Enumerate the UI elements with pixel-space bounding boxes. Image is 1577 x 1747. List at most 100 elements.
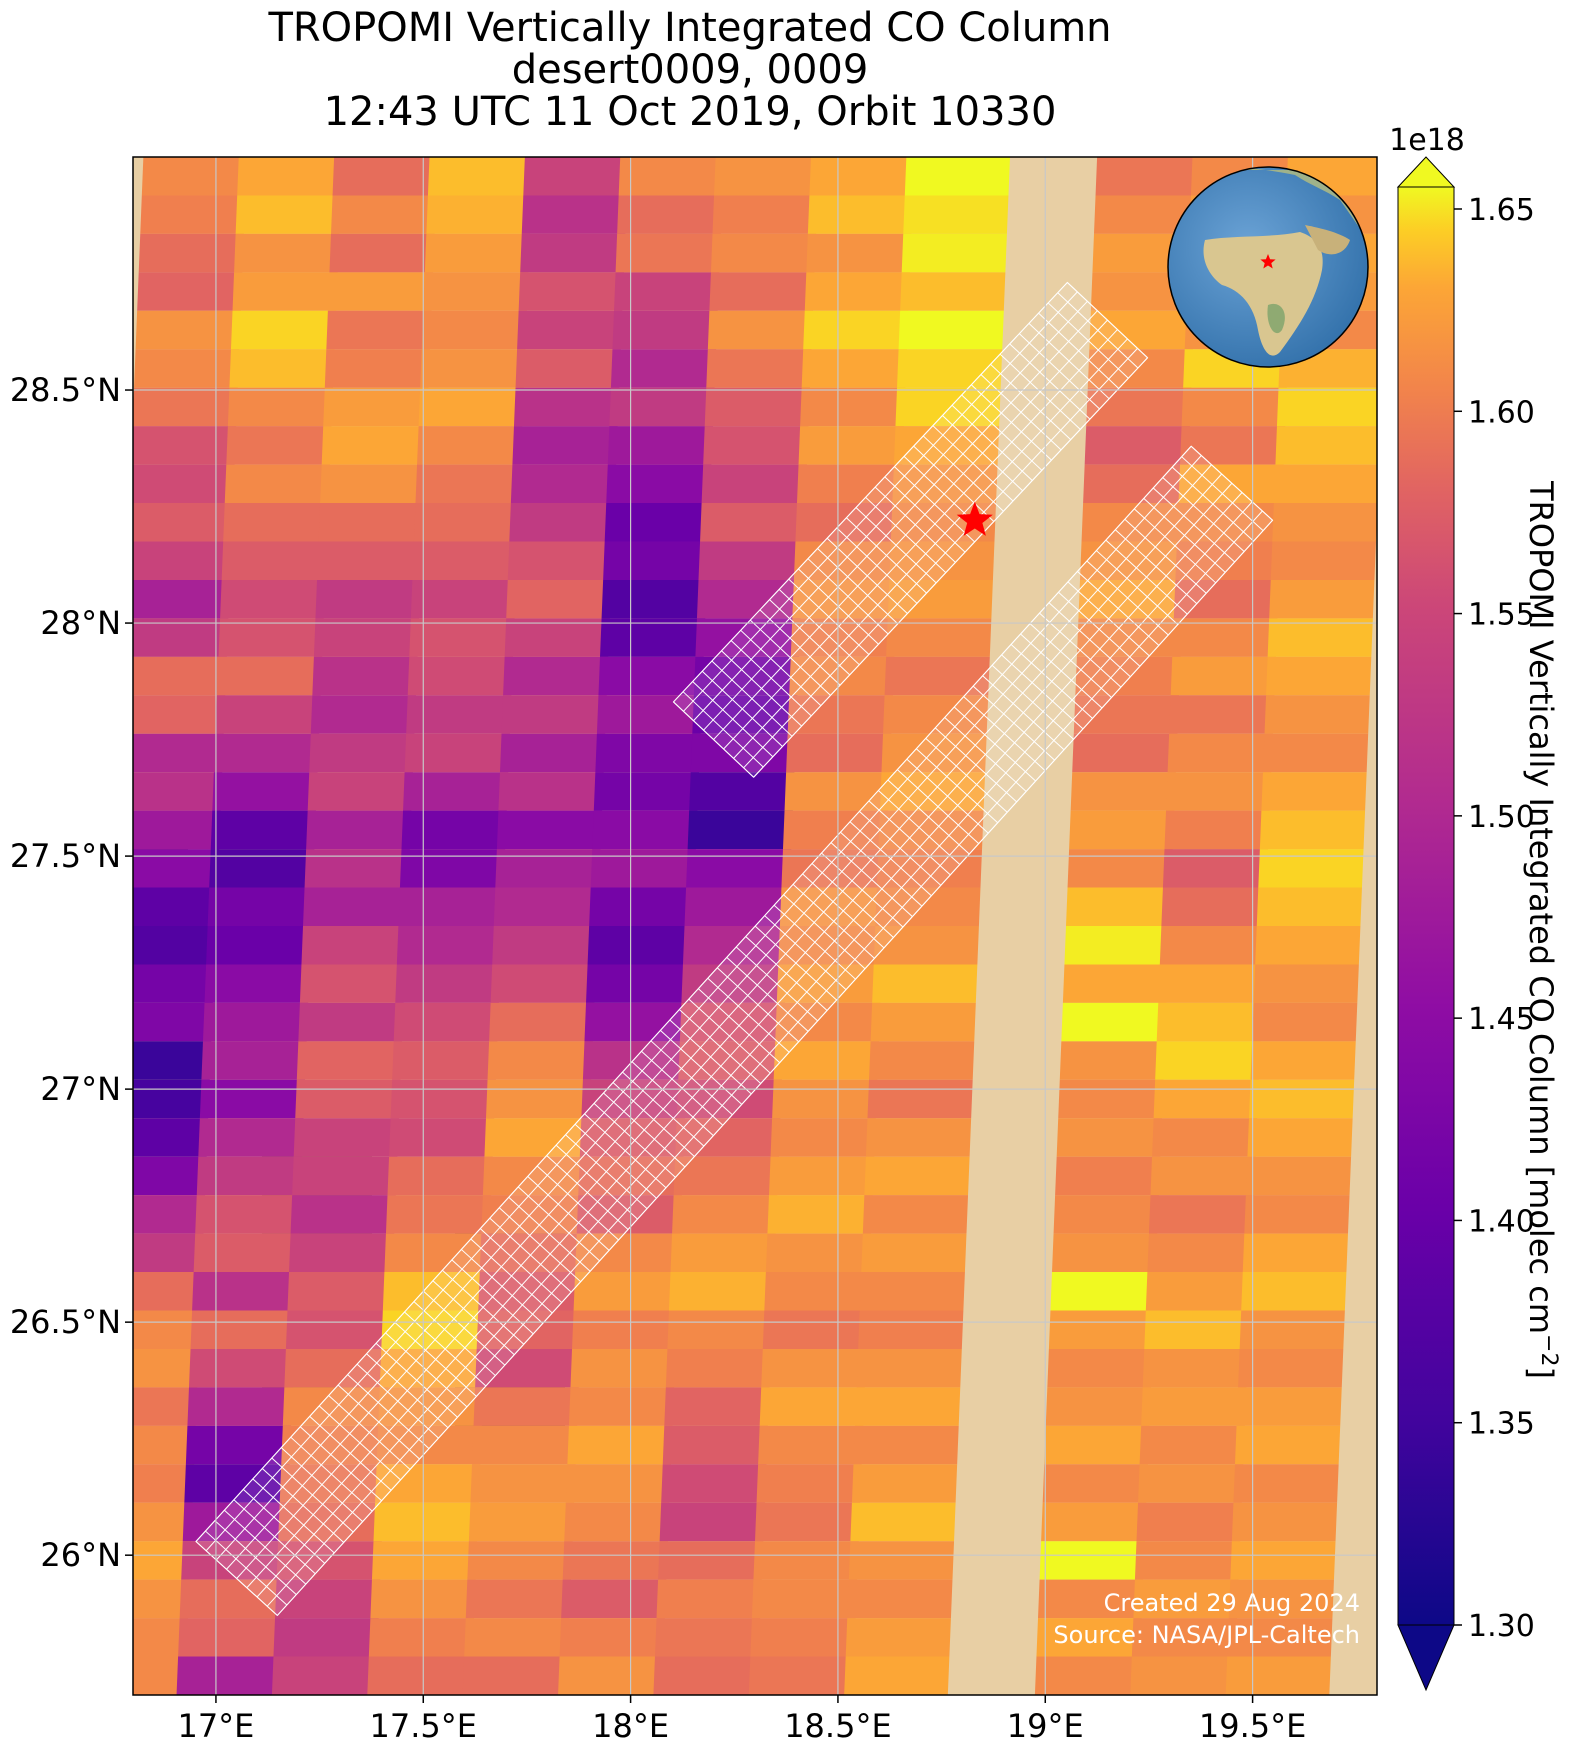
co-pixel-cell	[490, 964, 596, 1003]
co-pixel-cell	[1089, 310, 1195, 350]
colorbar-label-end: ]	[1522, 1366, 1560, 1378]
co-pixel-cell	[1147, 1233, 1253, 1273]
co-pixel-cell	[1055, 1156, 1161, 1196]
co-pixel-cell	[869, 1041, 975, 1080]
co-pixel-cell	[1044, 1425, 1150, 1465]
co-pixel-cell	[235, 195, 341, 234]
co-pixel-cell	[1034, 1656, 1141, 1695]
co-pixel-cell	[482, 1156, 589, 1196]
co-pixel-cell	[285, 1310, 392, 1349]
co-pixel-cell	[292, 1156, 398, 1196]
co-pixel-cell	[1067, 849, 1173, 888]
co-pixel-cell	[692, 695, 798, 734]
co-pixel-cell	[592, 810, 698, 850]
co-pixel-cell	[1155, 1041, 1261, 1080]
co-pixel-cell	[195, 1195, 301, 1234]
co-pixel-cell	[1069, 810, 1175, 850]
co-pixel-cell	[614, 272, 720, 311]
co-pixel-cell	[133, 1579, 190, 1619]
co-pixel-cell	[844, 1656, 950, 1695]
co-pixel-cell	[572, 1310, 678, 1349]
co-pixel-cell	[762, 1310, 868, 1349]
y-tick-label: 28°N	[40, 604, 121, 642]
co-pixel-cell	[298, 1002, 404, 1042]
co-pixel-cell	[135, 310, 241, 350]
co-pixel-cell	[872, 964, 978, 1003]
colorbar-tick-label: 1.40	[1468, 1204, 1535, 1239]
co-pixel-cell	[230, 310, 337, 350]
co-pixel-cell	[665, 1348, 772, 1388]
co-pixel-cell	[845, 1618, 951, 1657]
co-pixel-cell	[1181, 387, 1287, 427]
co-pixel-cell	[475, 1348, 581, 1388]
co-pixel-cell	[653, 1656, 759, 1695]
co-pixel-cell	[701, 464, 807, 504]
co-pixel-cell	[495, 849, 601, 888]
co-pixel-cell	[389, 1118, 495, 1157]
co-pixel-cell	[133, 1656, 187, 1695]
co-pixel-cell	[1276, 387, 1377, 427]
co-pixel-cell	[1273, 464, 1377, 504]
co-pixel-cell	[855, 1387, 961, 1426]
co-pixel-cell	[1139, 1425, 1245, 1465]
co-pixel-cell	[478, 1272, 584, 1311]
overpass-hatch-line	[683, 291, 1078, 712]
co-pixel-cell	[1130, 1656, 1236, 1695]
co-pixel-cell	[661, 1464, 767, 1503]
co-pixel-cell	[1176, 503, 1283, 542]
co-pixel-cell	[886, 618, 992, 657]
co-pixel-cell	[848, 1541, 955, 1580]
co-pixel-cell	[803, 310, 909, 350]
co-pixel-cell	[901, 233, 1007, 273]
co-pixel-cell	[133, 1156, 207, 1196]
co-pixel-cell	[779, 887, 886, 926]
co-pixel-cell	[784, 772, 890, 811]
co-pixel-cell	[618, 157, 724, 196]
overpass-hatch-line	[195, 445, 1192, 1542]
co-pixel-cell	[565, 1464, 672, 1503]
co-pixel-cell	[1241, 1272, 1347, 1311]
co-pixel-cell	[861, 1233, 967, 1273]
co-pixel-cell	[1156, 1002, 1262, 1042]
co-pixel-cell	[1052, 1233, 1158, 1273]
co-pixel-cell	[234, 233, 340, 273]
co-pixel-cell	[133, 541, 232, 580]
co-pixel-cell	[471, 1425, 578, 1465]
co-pixel-cell	[390, 1079, 496, 1119]
co-pixel-cell	[381, 1310, 487, 1349]
co-pixel-cell	[223, 503, 329, 542]
co-pixel-cell	[324, 349, 431, 388]
co-pixel-cell	[1239, 1310, 1345, 1349]
colorbar: 1.30 1.35 1.40 1.45 1.50 1.55 1.60 1.65 1e18 TR…	[1389, 123, 1562, 1692]
co-pixel-cell	[1087, 349, 1193, 388]
co-pixel-cell	[464, 1618, 570, 1657]
co-pixel-cell	[301, 926, 407, 965]
arabia-landmass	[1305, 225, 1350, 255]
co-pixel-cell	[307, 772, 413, 811]
co-pixel-cell	[772, 1079, 878, 1119]
co-pixel-cell	[133, 733, 224, 773]
co-pixel-cell	[750, 1618, 856, 1657]
co-pixel-cell	[413, 503, 520, 542]
co-pixel-cell	[133, 1502, 193, 1542]
co-pixel-cell	[1036, 1618, 1142, 1657]
co-pixel-cell	[212, 772, 318, 811]
co-pixel-cell	[606, 464, 712, 504]
co-pixel-cell	[226, 426, 332, 465]
co-pixel-cell	[851, 1464, 958, 1503]
co-pixel-cell	[1259, 810, 1366, 850]
co-pixel-cell	[579, 1118, 686, 1157]
co-pixel-cell	[1131, 1618, 1238, 1657]
co-pixel-cell	[133, 1002, 213, 1042]
overpass-hatch-line	[753, 357, 1148, 778]
co-pixel-cell	[1161, 887, 1267, 926]
co-pixel-cell	[421, 310, 527, 350]
co-pixel-cell	[396, 926, 503, 965]
co-pixel-cell	[499, 733, 606, 773]
overpass-track	[195, 445, 1274, 1617]
co-pixel-cell	[1038, 1579, 1144, 1619]
co-pixel-cell	[521, 195, 627, 234]
co-pixel-cell	[604, 503, 710, 542]
colorbar-extend-min	[1397, 1624, 1455, 1692]
co-pixel-cell	[399, 849, 506, 888]
